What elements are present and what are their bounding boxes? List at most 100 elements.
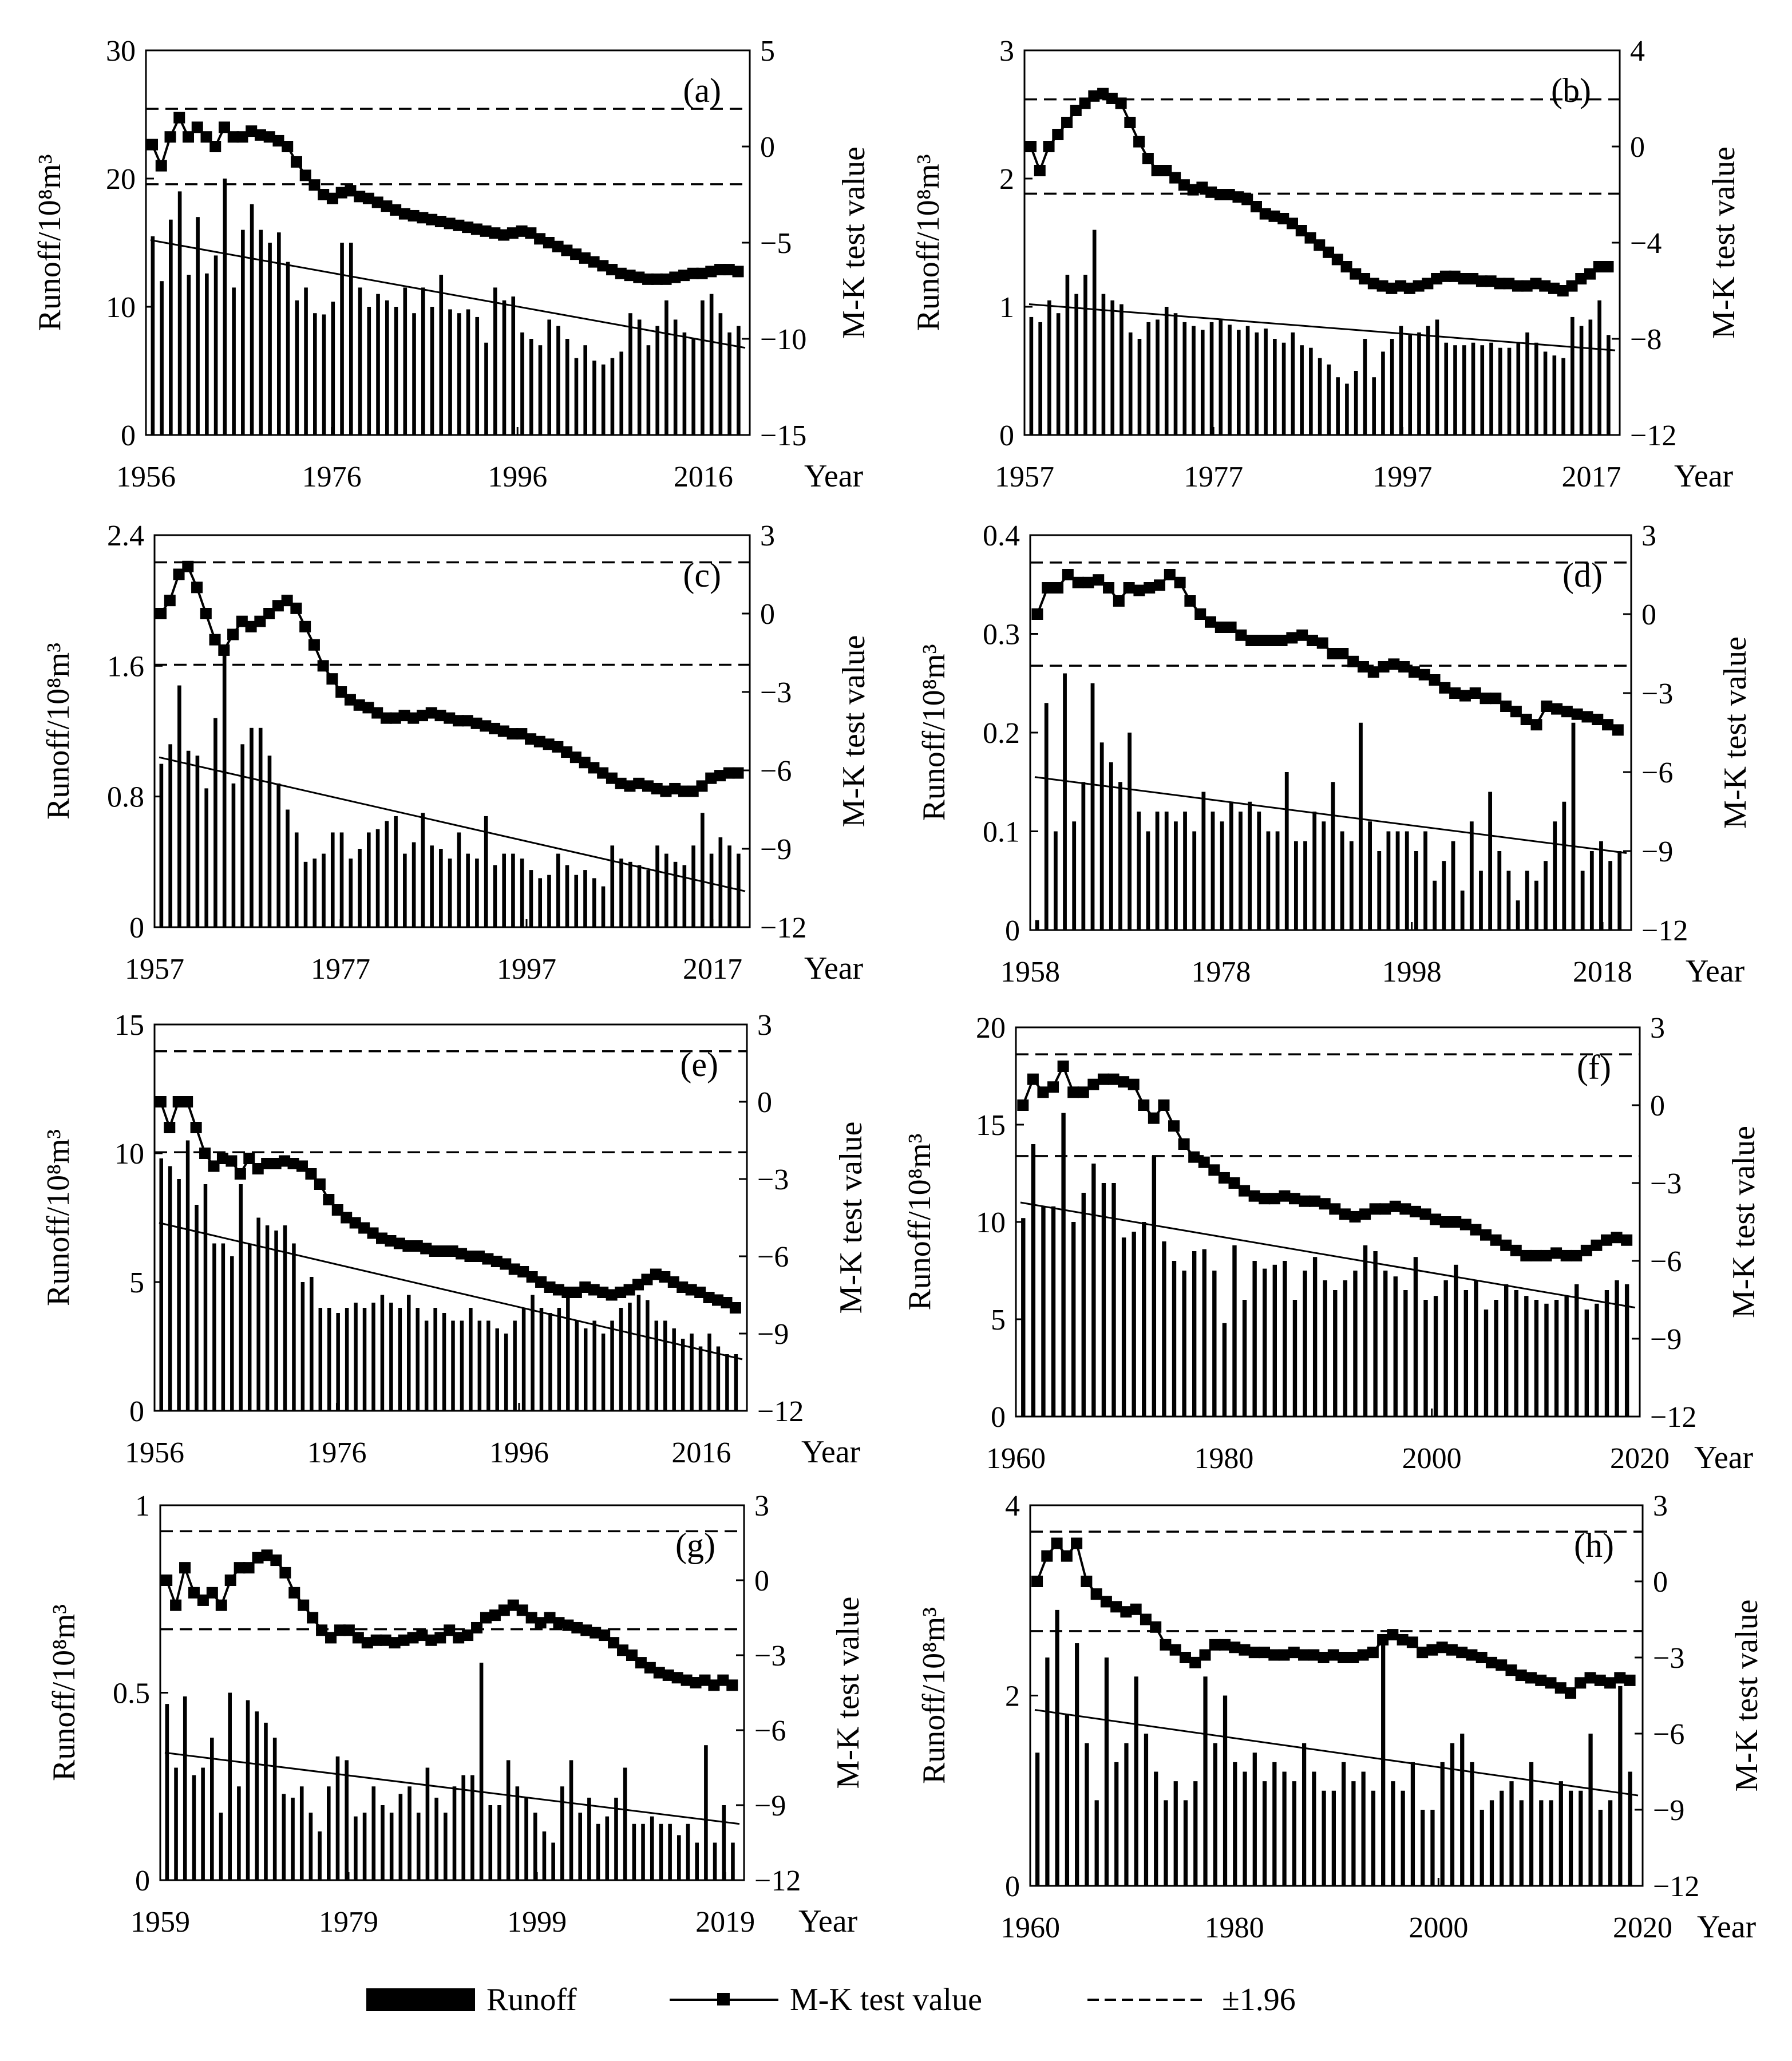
mk-point — [1151, 165, 1163, 176]
mk-point — [507, 227, 519, 239]
runoff-bar — [701, 300, 705, 435]
runoff-bar — [1072, 821, 1077, 930]
runoff-bar — [300, 1282, 305, 1411]
mk-point — [606, 1289, 618, 1301]
runoff-bar — [731, 1842, 735, 1880]
runoff-bar — [1213, 1743, 1217, 1886]
mk-point — [651, 782, 663, 794]
mk-point — [1295, 225, 1307, 236]
mk-point — [696, 267, 708, 279]
runoff-bar — [250, 204, 254, 435]
runoff-bar — [583, 870, 587, 927]
runoff-bar — [1430, 1810, 1435, 1886]
mk-point — [245, 620, 257, 632]
mk-point — [352, 1632, 364, 1644]
mk-point — [226, 1155, 238, 1167]
runoff-bar — [1222, 1323, 1227, 1417]
runoff-bar — [484, 816, 488, 927]
runoff-bar — [1417, 332, 1421, 435]
runoff-bar — [1031, 1144, 1036, 1417]
left-tick-label: 20 — [106, 163, 136, 196]
mk-point — [1459, 1219, 1471, 1231]
mk-point — [1298, 1649, 1310, 1661]
x-tick-label: 1980 — [1194, 1442, 1253, 1475]
mk-point — [1214, 189, 1226, 200]
runoff-bar — [1053, 831, 1058, 930]
right-tick-label: −12 — [1630, 420, 1676, 452]
mk-point — [1520, 1249, 1532, 1261]
runoff-bar — [1544, 861, 1548, 930]
x-tick-label: 1996 — [488, 461, 547, 493]
mk-point — [606, 772, 618, 784]
runoff-bar — [223, 179, 227, 435]
mk-point — [1279, 1190, 1291, 1202]
runoff-bar — [444, 1813, 448, 1880]
runoff-bar — [1558, 1781, 1563, 1886]
mk-point — [181, 1096, 193, 1107]
runoff-bar — [165, 1704, 169, 1880]
mk-point — [1500, 1239, 1512, 1251]
runoff-bar — [502, 300, 507, 435]
right-axis-label: M-K test value — [836, 635, 872, 828]
mk-point — [1561, 706, 1573, 718]
x-tick-label: 1976 — [302, 461, 362, 493]
runoff-bar — [1543, 351, 1548, 435]
mk-point — [270, 1554, 282, 1566]
runoff-bar — [542, 1831, 547, 1880]
left-tick-label: 15 — [114, 1009, 144, 1042]
mk-point — [155, 608, 167, 619]
runoff-bar — [1371, 1790, 1376, 1886]
mk-point — [1027, 1073, 1039, 1085]
mk-point — [1450, 1216, 1462, 1228]
mk-point — [1169, 172, 1181, 184]
runoff-bar — [497, 1805, 501, 1880]
runoff-bar — [267, 755, 272, 927]
mk-point — [1612, 724, 1624, 736]
mk-point — [425, 707, 437, 719]
runoff-bar — [1588, 319, 1593, 435]
right-tick-label: 0 — [760, 598, 775, 631]
runoff-bar — [677, 1835, 681, 1880]
runoff-bar — [340, 243, 344, 435]
mk-point — [1566, 280, 1578, 292]
right-tick-label: −9 — [760, 833, 792, 866]
runoff-bar — [416, 1813, 421, 1880]
x-tick-label: 1956 — [125, 1437, 184, 1469]
runoff-bar — [1327, 364, 1331, 435]
runoff-bar — [1571, 722, 1576, 930]
runoff-bar — [614, 1797, 618, 1880]
mk-point — [314, 1178, 326, 1190]
runoff-bar — [628, 861, 632, 927]
mk-point — [298, 1599, 310, 1611]
mk-point — [1093, 574, 1105, 586]
mk-point — [729, 1302, 741, 1314]
mk-point — [561, 1287, 573, 1298]
panel-g: 0 0.5 1 −12 −9 −6 −3 0 3 1959 1979 1999 2019 Year Runo… — [46, 1490, 866, 1939]
runoff-bar — [168, 744, 172, 927]
runoff-bar — [1183, 812, 1187, 930]
right-axis-label: M-K test value — [1726, 1126, 1762, 1318]
mk-point — [1188, 1151, 1200, 1163]
runoff-bar — [470, 1775, 474, 1880]
runoff-bar — [686, 1823, 690, 1880]
runoff-bar — [1579, 326, 1584, 435]
runoff-bar — [1283, 1261, 1287, 1417]
runoff-bar — [673, 319, 678, 435]
runoff-trend-line — [159, 756, 746, 892]
runoff-bar — [460, 1320, 464, 1411]
runoff-bar — [264, 1722, 268, 1880]
mk-series-line — [1030, 92, 1608, 292]
mk-point — [398, 710, 410, 722]
mk-point — [1288, 1647, 1300, 1659]
mk-point — [1367, 1647, 1379, 1659]
runoff-bar — [592, 361, 596, 435]
mk-point — [272, 600, 284, 612]
runoff-bar — [376, 294, 380, 435]
x-tick-label: 1997 — [1372, 461, 1432, 493]
runoff-bar — [322, 314, 326, 435]
mk-point — [1551, 703, 1563, 715]
mk-point — [552, 240, 564, 252]
mk-point — [335, 187, 347, 199]
mk-point — [1124, 117, 1136, 128]
x-axis-label: Year — [804, 458, 864, 494]
